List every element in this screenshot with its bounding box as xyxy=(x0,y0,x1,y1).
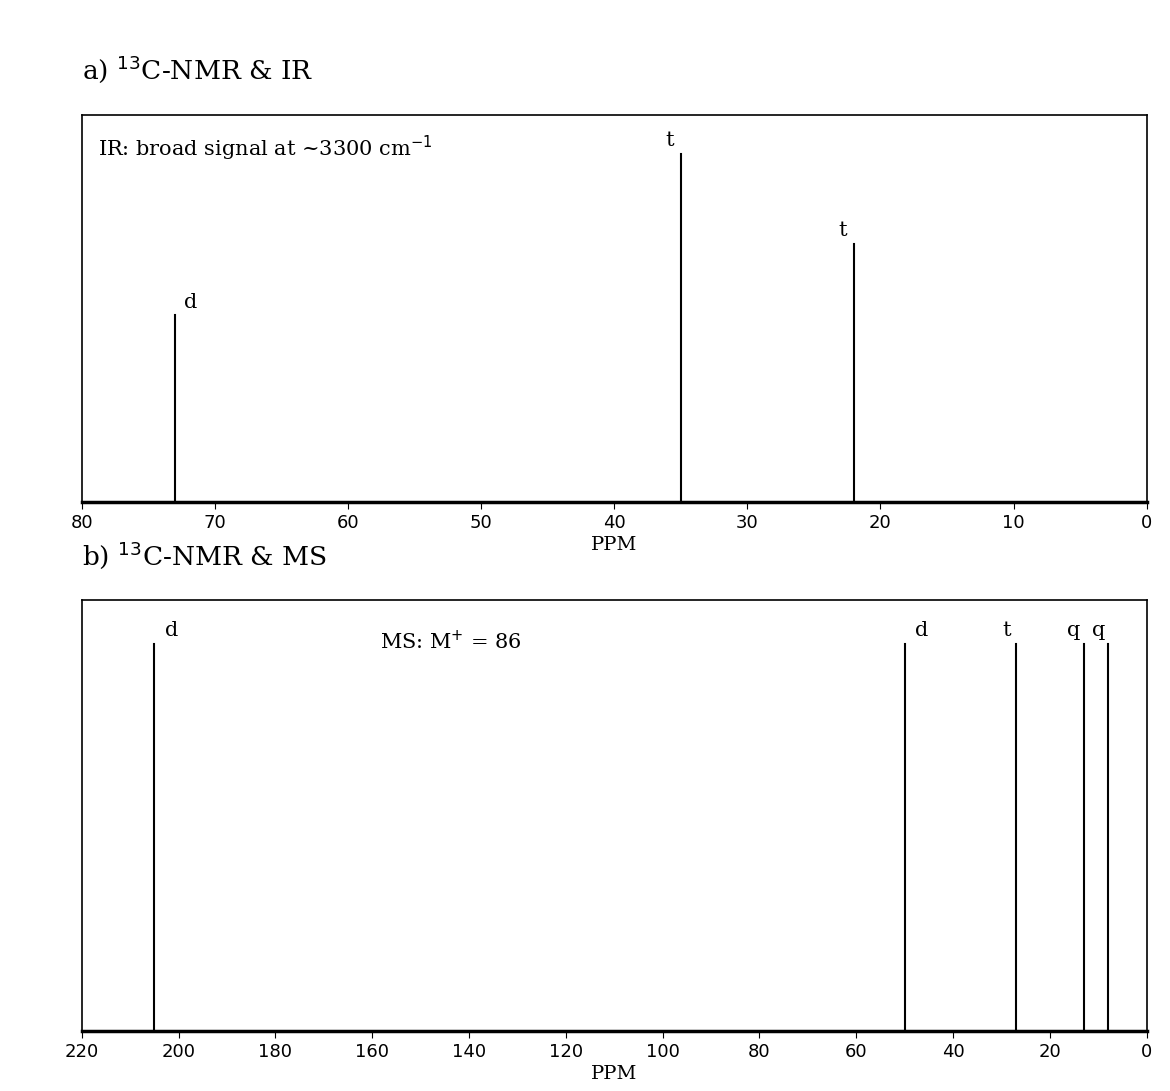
Text: a) $^{13}$C-NMR & IR: a) $^{13}$C-NMR & IR xyxy=(82,53,314,85)
Text: b) $^{13}$C-NMR & MS: b) $^{13}$C-NMR & MS xyxy=(82,539,326,571)
Text: q: q xyxy=(1092,621,1104,640)
Text: d: d xyxy=(915,621,928,640)
Text: IR: broad signal at ~3300 cm$^{-1}$: IR: broad signal at ~3300 cm$^{-1}$ xyxy=(98,134,433,164)
Text: MS: M$^{+}$ = 86: MS: M$^{+}$ = 86 xyxy=(380,631,522,654)
Text: t: t xyxy=(1002,621,1011,640)
Text: t: t xyxy=(666,131,674,151)
X-axis label: PPM: PPM xyxy=(591,536,638,554)
Text: d: d xyxy=(185,292,198,312)
X-axis label: PPM: PPM xyxy=(591,1065,638,1083)
Text: t: t xyxy=(839,221,847,240)
Text: q: q xyxy=(1067,621,1081,640)
Text: d: d xyxy=(165,621,178,640)
